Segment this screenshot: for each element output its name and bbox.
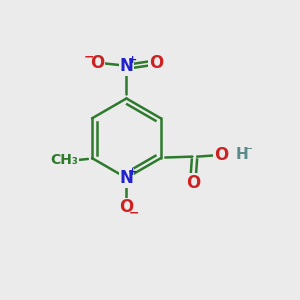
Text: −: − [129,207,139,220]
Text: +: + [128,55,137,65]
Text: H: H [236,147,249,162]
Text: CH₃: CH₃ [50,154,78,167]
Text: O: O [90,54,104,72]
Text: O: O [186,174,200,192]
Text: N: N [119,169,134,187]
Text: −: − [244,144,254,154]
Text: O: O [214,146,228,164]
Text: +: + [128,167,137,177]
Text: O: O [119,198,134,216]
Text: −: − [83,50,94,63]
Text: O: O [149,54,163,72]
Text: N: N [119,57,134,75]
